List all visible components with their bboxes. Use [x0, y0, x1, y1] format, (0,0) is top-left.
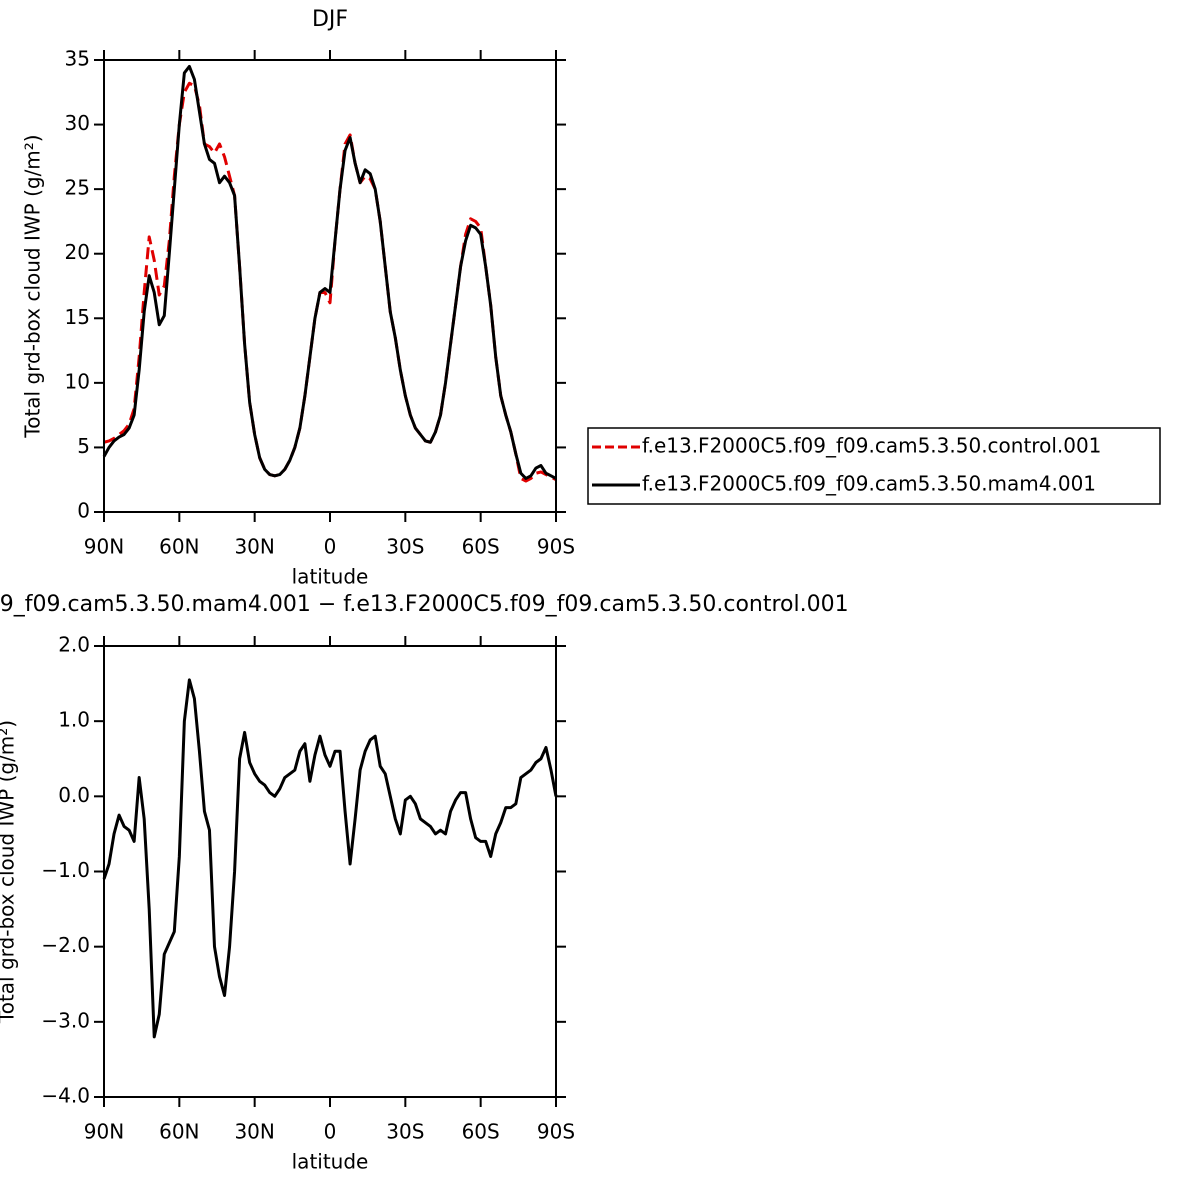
x-axis-label: latitude [292, 1150, 369, 1174]
y-tick-label: 0 [77, 499, 90, 523]
x-tick-label: 0 [324, 1120, 337, 1144]
y-tick-label: 5 [77, 434, 90, 458]
y-tick-label: 25 [65, 176, 90, 200]
x-tick-label: 90N [84, 535, 124, 559]
y-tick-label: −1.0 [41, 858, 90, 882]
y-tick-label: 15 [65, 305, 90, 329]
chart-title: DJF [312, 7, 348, 32]
plot-frame [103, 59, 557, 513]
y-tick-label: 2.0 [58, 633, 90, 657]
legend-label: f.e13.F2000C5.f09_f09.cam5.3.50.control.… [642, 434, 1101, 458]
x-tick-label: 90S [537, 535, 575, 559]
x-tick-label: 30S [386, 535, 424, 559]
x-tick-label: 30S [386, 1120, 424, 1144]
y-axis-label: Total grd-box cloud IWP (g/m²) [21, 134, 45, 438]
y-axis-label: Total grd-box cloud IWP (g/m²) [0, 720, 19, 1024]
y-tick-label: 30 [65, 111, 90, 135]
x-tick-label: 60S [462, 535, 500, 559]
y-tick-label: −3.0 [41, 1008, 90, 1032]
y-tick-label: 10 [65, 369, 90, 393]
x-tick-label: 30N [234, 1120, 274, 1144]
plot-frame [103, 645, 557, 1098]
y-tick-label: 35 [65, 47, 90, 71]
x-axis-label: latitude [292, 565, 369, 589]
x-tick-label: 30N [234, 535, 274, 559]
x-tick-label: 60N [159, 1120, 199, 1144]
x-tick-label: 60N [159, 535, 199, 559]
y-tick-label: −2.0 [41, 933, 90, 957]
x-tick-label: 0 [324, 535, 337, 559]
y-tick-label: −4.0 [41, 1084, 90, 1108]
x-tick-label: 90S [537, 1120, 575, 1144]
y-tick-label: 20 [65, 240, 90, 264]
legend-box [587, 427, 1161, 505]
x-tick-label: 60S [462, 1120, 500, 1144]
y-tick-label: 0.0 [58, 783, 90, 807]
legend-label: f.e13.F2000C5.f09_f09.cam5.3.50.mam4.001 [642, 472, 1096, 496]
y-tick-label: 1.0 [58, 708, 90, 732]
chart-title: f.e13.F2000C5.f09_f09.cam5.3.50.mam4.001… [0, 592, 849, 617]
data-line [102, 678, 558, 1039]
data-line [102, 64, 557, 480]
x-tick-label: 90N [84, 1120, 124, 1144]
